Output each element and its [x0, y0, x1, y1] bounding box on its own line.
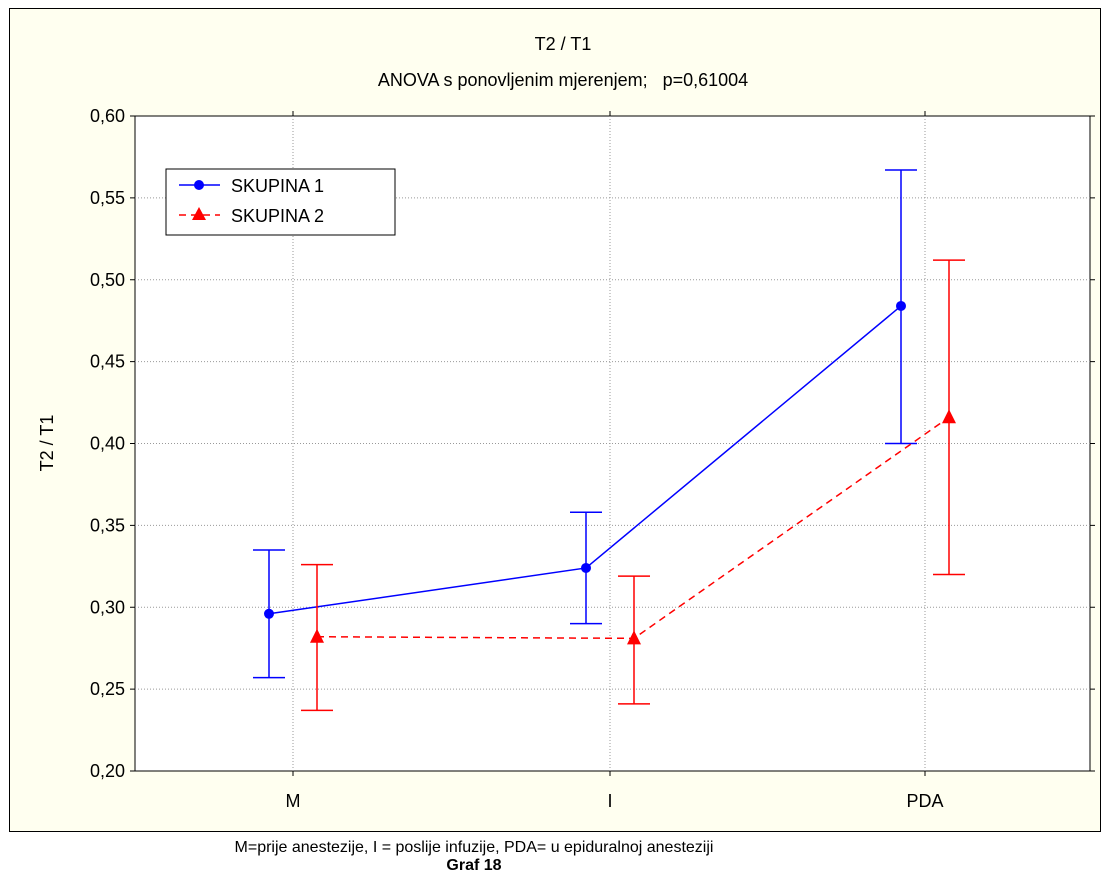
grid-layer: [135, 116, 1090, 771]
y-tick-label: 0,20: [90, 761, 125, 781]
data-point-skupina-1: [896, 300, 906, 311]
y-tick-label: 0,30: [90, 597, 125, 617]
legend-label-skupina-2: SKUPINA 2: [231, 206, 324, 226]
y-tick-label: 0,60: [90, 106, 125, 126]
legend-box: [165, 168, 396, 236]
chart-subtitle: ANOVA s ponovljenim mjerenjem; p=0,61004: [378, 70, 748, 90]
legend-marker-skupina-2: [192, 207, 206, 220]
x-tick-label: M: [286, 791, 301, 811]
y-tick-label: 0,35: [90, 515, 125, 535]
data-point-skupina-1: [581, 562, 591, 573]
y-tick-label: 0,45: [90, 352, 125, 372]
y-tick-label: 0,25: [90, 679, 125, 699]
y-tick-label: 0,50: [90, 270, 125, 290]
x-tick-label: PDA: [906, 791, 943, 811]
data-point-skupina-2: [310, 628, 324, 643]
x-tick-label: I: [607, 791, 612, 811]
series-layer: [253, 169, 965, 712]
chart-title: T2 / T1: [535, 34, 592, 54]
y-axis-label: T2 / T1: [37, 415, 57, 472]
figure-caption: M=prije anestezije, I = poslije infuzije…: [234, 839, 714, 856]
data-point-skupina-1: [264, 608, 274, 619]
data-point-skupina-2: [627, 630, 641, 645]
legend-marker-skupina-1: [194, 180, 204, 190]
tick-layer: 0,20 0,25 0,30 0,35 0,40 0,45 0,50 0,55 0,60 M I PD…: [90, 106, 1095, 811]
y-tick-label: 0,40: [90, 434, 125, 454]
legend-label-skupina-1: SKUPINA 1: [231, 176, 324, 196]
chart-svg: T2 / T1 ANOVA s ponovljenim mjerenjem; p…: [37, 34, 1095, 811]
y-tick-label: 0,55: [90, 188, 125, 208]
data-point-skupina-2: [942, 409, 956, 424]
graph-label: Graf 18: [446, 857, 502, 874]
legend: SKUPINA 1 SKUPINA 2: [165, 168, 396, 236]
